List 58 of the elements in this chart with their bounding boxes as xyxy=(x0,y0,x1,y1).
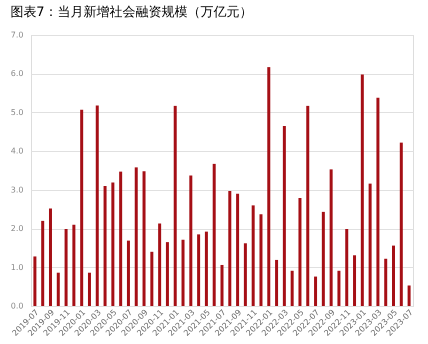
bar xyxy=(142,171,146,306)
bar xyxy=(56,272,60,306)
y-tick-label: 0.0 xyxy=(10,302,24,310)
bar xyxy=(259,214,262,306)
bar xyxy=(360,74,364,306)
bar xyxy=(376,98,380,306)
bar xyxy=(150,252,154,306)
bar xyxy=(158,224,162,306)
bar xyxy=(41,220,44,306)
bar xyxy=(408,285,411,306)
bar xyxy=(72,224,76,306)
bar xyxy=(197,234,200,306)
bar xyxy=(220,264,224,306)
bar xyxy=(236,194,240,306)
bar xyxy=(166,242,169,306)
y-tick-label: 1.0 xyxy=(10,262,24,272)
bar xyxy=(134,167,138,306)
bar xyxy=(244,243,247,306)
bar xyxy=(267,67,270,306)
bar xyxy=(384,258,388,306)
bar xyxy=(228,191,232,306)
y-tick-label: 7.0 xyxy=(10,30,24,40)
y-tick-label: 6.0 xyxy=(10,69,24,78)
bar xyxy=(314,276,318,306)
y-tick-label: 2.0 xyxy=(10,224,24,234)
bar xyxy=(282,126,286,306)
y-tick-label: 3.0 xyxy=(10,185,24,194)
bar xyxy=(298,198,302,306)
bar xyxy=(275,260,278,306)
bar xyxy=(212,164,216,306)
bar xyxy=(290,270,294,306)
y-tick-label: 5.0 xyxy=(10,108,24,117)
bar xyxy=(111,182,114,306)
bar xyxy=(345,228,348,306)
bar xyxy=(119,172,122,306)
bar xyxy=(337,270,340,306)
chart-title: 图表7：当月新增社会融资规模（万亿元） xyxy=(10,5,253,20)
y-tick-label: 4.0 xyxy=(10,146,24,156)
bar xyxy=(48,208,52,306)
bar xyxy=(174,106,177,306)
bar xyxy=(189,176,192,306)
bar xyxy=(64,228,68,306)
bar xyxy=(392,246,396,306)
bar xyxy=(400,142,403,306)
bar xyxy=(353,255,356,306)
bar xyxy=(306,106,310,306)
bar xyxy=(204,232,208,306)
bar xyxy=(126,240,130,306)
bar xyxy=(96,105,99,306)
bar xyxy=(182,240,185,306)
bar xyxy=(252,205,255,306)
bar xyxy=(104,186,107,306)
bar xyxy=(88,272,91,306)
bar xyxy=(322,212,325,306)
bar xyxy=(33,256,36,306)
bar xyxy=(330,169,333,306)
bar xyxy=(80,110,84,306)
bar xyxy=(368,184,372,306)
